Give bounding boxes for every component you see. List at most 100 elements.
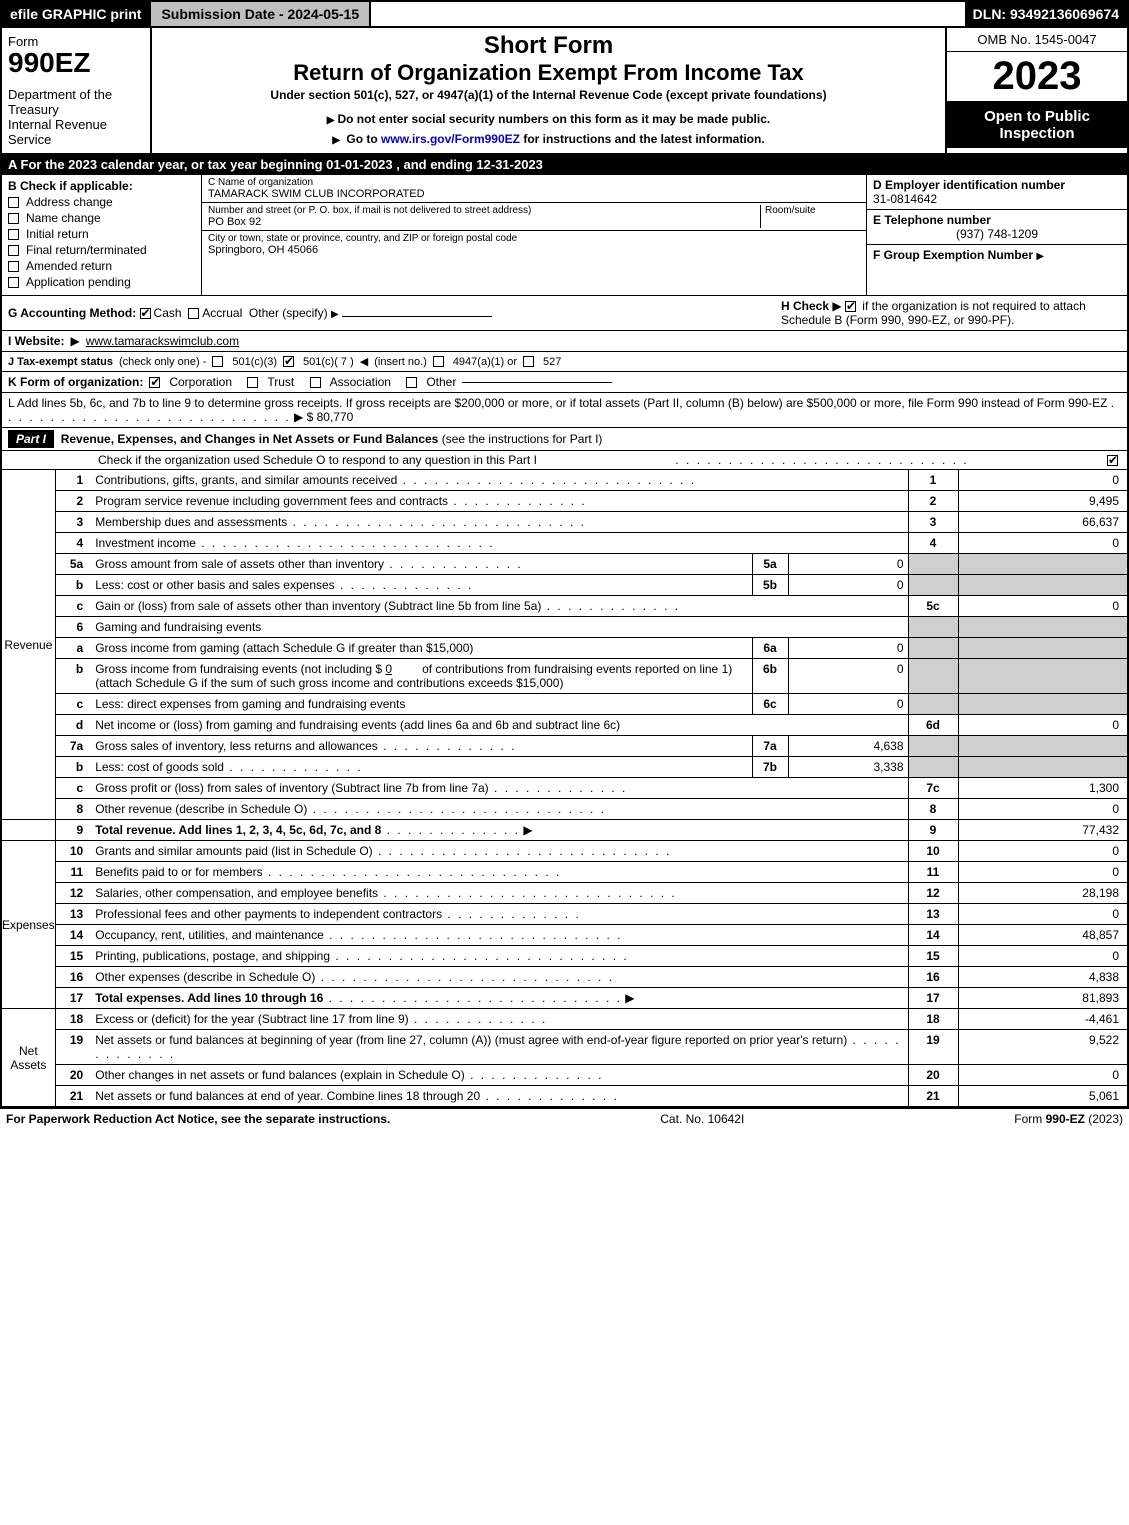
l1-num: 1	[55, 470, 91, 491]
street-label: Number and street (or P. O. box, if mail…	[208, 205, 760, 216]
check-501c3[interactable]	[212, 356, 223, 367]
check-accrual[interactable]	[188, 308, 199, 319]
l6a-text: Gross income from gaming (attach Schedul…	[95, 641, 473, 655]
check-sched-b[interactable]	[845, 301, 856, 312]
website-val[interactable]: www.tamarackswimclub.com	[86, 334, 239, 348]
check-assoc[interactable]	[310, 377, 321, 388]
l20-amt: 0	[958, 1065, 1128, 1086]
l21-text: Net assets or fund balances at end of ye…	[95, 1089, 480, 1103]
check-address[interactable]: Address change	[8, 195, 195, 209]
l6c-subamt: 0	[788, 694, 908, 715]
check-527[interactable]	[523, 356, 534, 367]
l7c-amt: 1,300	[958, 778, 1128, 799]
part1-heading-note: (see the instructions for Part I)	[442, 432, 603, 446]
room-label: Room/suite	[765, 205, 860, 216]
l10-text: Grants and similar amounts paid (list in…	[95, 844, 372, 858]
section-b-title: B Check if applicable:	[8, 179, 195, 193]
goto-link[interactable]: www.irs.gov/Form990EZ	[381, 132, 520, 146]
ein-label: D Employer identification number	[873, 178, 1121, 192]
check-amended[interactable]: Amended return	[8, 259, 195, 273]
l1-amt: 0	[958, 470, 1128, 491]
efile-label: efile GRAPHIC print	[2, 2, 149, 26]
check-corp[interactable]	[149, 377, 160, 388]
l16-amt: 4,838	[958, 967, 1128, 988]
city-val: Springboro, OH 45066	[208, 244, 860, 256]
l7b-subamt: 3,338	[788, 757, 908, 778]
header-left: Form 990EZ Department of the Treasury In…	[2, 28, 152, 153]
l19-amt: 9,522	[958, 1030, 1128, 1065]
check-4947[interactable]	[433, 356, 444, 367]
check-schedo[interactable]	[1107, 455, 1118, 466]
header-right: OMB No. 1545-0047 2023 Open to Public In…	[947, 28, 1127, 153]
goto-line: Go to www.irs.gov/Form990EZ for instruct…	[158, 132, 939, 146]
print-text[interactable]: print	[110, 6, 141, 22]
line-j: J Tax-exempt status (check only one) - 5…	[0, 352, 1129, 372]
footer: For Paperwork Reduction Act Notice, see …	[0, 1107, 1129, 1129]
l5c-text: Gain or (loss) from sale of assets other…	[95, 599, 541, 613]
check-cash[interactable]	[140, 308, 151, 319]
omb-number: OMB No. 1545-0047	[947, 28, 1127, 52]
l5a-text: Gross amount from sale of assets other t…	[95, 557, 384, 571]
g-label: G Accounting Method:	[8, 306, 136, 320]
check-other[interactable]	[406, 377, 417, 388]
check-final[interactable]: Final return/terminated	[8, 243, 195, 257]
footer-mid: Cat. No. 10642I	[660, 1112, 744, 1126]
check-initial[interactable]: Initial return	[8, 227, 195, 241]
l2-amt: 9,495	[958, 491, 1128, 512]
under-section: Under section 501(c), 527, or 4947(a)(1)…	[158, 88, 939, 102]
tel-val: (937) 748-1209	[873, 227, 1121, 241]
sidebar-expenses: Expenses	[1, 841, 55, 1009]
line-l: L Add lines 5b, 6c, and 7b to line 9 to …	[0, 393, 1129, 428]
info-grid: B Check if applicable: Address change Na…	[0, 175, 1129, 296]
ein-row: D Employer identification number 31-0814…	[867, 175, 1127, 210]
tel-label: E Telephone number	[873, 213, 1121, 227]
city-row: City or town, state or province, country…	[202, 231, 866, 258]
header-center: Short Form Return of Organization Exempt…	[152, 28, 947, 153]
line-h: H Check ▶ if the organization is not req…	[781, 299, 1121, 327]
l5b-subamt: 0	[788, 575, 908, 596]
street-val: PO Box 92	[208, 216, 760, 228]
l9-amt: 77,432	[958, 820, 1128, 841]
l6b-subamt: 0	[788, 659, 908, 694]
l18-text: Excess or (deficit) for the year (Subtra…	[95, 1012, 408, 1026]
org-name-label: C Name of organization	[208, 177, 860, 188]
ssn-notice: Do not enter social security numbers on …	[158, 112, 939, 126]
l21-amt: 5,061	[958, 1086, 1128, 1107]
spacer	[371, 2, 965, 26]
j-label: J Tax-exempt status	[8, 356, 113, 368]
submission-date: Submission Date - 2024-05-15	[149, 2, 371, 26]
check-501c[interactable]	[283, 356, 294, 367]
l15-text: Printing, publications, postage, and shi…	[95, 949, 330, 963]
top-bar: efile GRAPHIC print Submission Date - 20…	[0, 0, 1129, 28]
l6d-amt: 0	[958, 715, 1128, 736]
l13-text: Professional fees and other payments to …	[95, 907, 442, 921]
section-b: B Check if applicable: Address change Na…	[2, 175, 202, 295]
group-row: F Group Exemption Number	[867, 245, 1127, 265]
check-name[interactable]: Name change	[8, 211, 195, 225]
section-c: C Name of organization TAMARACK SWIM CLU…	[202, 175, 867, 295]
l12-text: Salaries, other compensation, and employ…	[95, 886, 378, 900]
l4-amt: 0	[958, 533, 1128, 554]
short-form-title: Short Form	[158, 32, 939, 60]
dln: DLN: 93492136069674	[965, 2, 1127, 26]
check-pending[interactable]: Application pending	[8, 275, 195, 289]
org-name-row: C Name of organization TAMARACK SWIM CLU…	[202, 175, 866, 203]
l19-text: Net assets or fund balances at beginning…	[95, 1033, 847, 1047]
l8-text: Other revenue (describe in Schedule O)	[95, 802, 307, 816]
sidebar-revenue: Revenue	[1, 470, 55, 820]
part1-header-row: Part I Revenue, Expenses, and Changes in…	[0, 428, 1129, 451]
l13-amt: 0	[958, 904, 1128, 925]
l17-text: Total expenses. Add lines 10 through 16	[95, 991, 323, 1005]
l10-amt: 0	[958, 841, 1128, 862]
check-trust[interactable]	[247, 377, 258, 388]
header-block: Form 990EZ Department of the Treasury In…	[0, 28, 1129, 155]
tax-year: 2023	[947, 52, 1127, 102]
l7a-subamt: 4,638	[788, 736, 908, 757]
l8-amt: 0	[958, 799, 1128, 820]
l5c-amt: 0	[958, 596, 1128, 617]
goto-post: for instructions and the latest informat…	[520, 132, 765, 146]
form-number: 990EZ	[8, 49, 144, 77]
l6c-text: Less: direct expenses from gaming and fu…	[95, 697, 405, 711]
l5a-subamt: 0	[788, 554, 908, 575]
l-amount: $ 80,770	[307, 410, 354, 424]
